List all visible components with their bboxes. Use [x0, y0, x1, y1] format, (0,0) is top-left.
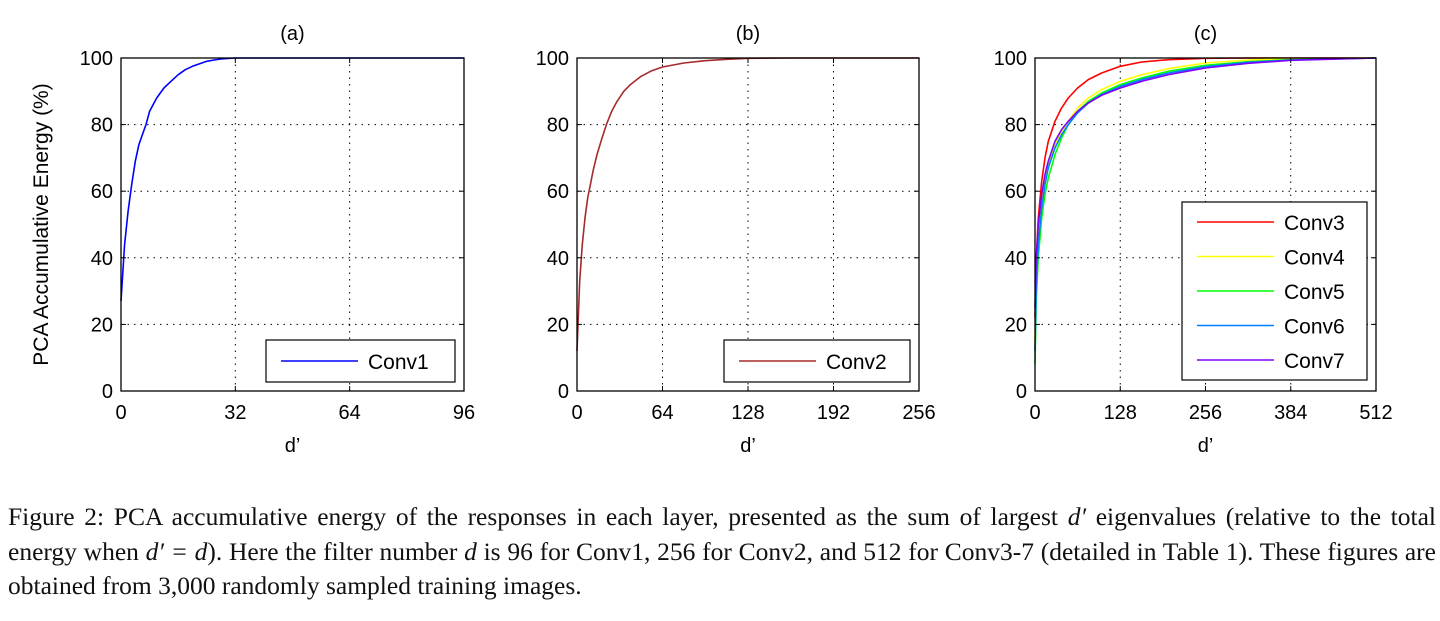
panel-b-title: (b) — [736, 23, 760, 45]
panel-c-xtick-label-0: 0 — [1029, 402, 1040, 424]
panel-c-xtick-label-1: 128 — [1104, 402, 1137, 424]
panel-b-ytick-label-3: 60 — [547, 181, 569, 203]
panel-c-ytick-label-1: 20 — [1005, 314, 1027, 336]
panel-b-xtick-label-2: 128 — [731, 402, 764, 424]
caption-math-2: d′ = d — [145, 536, 208, 566]
panel-a-xtick-label-0: 0 — [115, 402, 126, 424]
panel-a-ytick-label-1: 20 — [91, 314, 113, 336]
panel-a-plot-area — [121, 58, 464, 391]
caption-part-3: ). Here the filter number — [207, 536, 465, 566]
panel-c-series-conv7 — [1034, 57, 1377, 308]
panel-b-ytick-label-1: 20 — [547, 314, 569, 336]
panel-c-title: (c) — [1194, 23, 1217, 45]
panel-c-xlabel: d’ — [1198, 435, 1214, 457]
panel-c-legend-label-conv7: Conv7 — [1284, 350, 1345, 373]
panel-a-xtick-label-2: 64 — [339, 402, 361, 424]
panel-a-ytick-label-3: 60 — [91, 181, 113, 203]
panel-c-ytick-label-2: 40 — [1005, 248, 1027, 270]
panel-b-xtick-label-3: 192 — [817, 402, 850, 424]
panel-a-xtick-label-1: 32 — [224, 402, 246, 424]
caption-part-2: eigenvalues (relative to the total energ… — [8, 502, 1437, 566]
figure-caption: Figure 2: PCA accumulative energy of the… — [8, 500, 1436, 604]
caption-math-1: d′ — [1067, 502, 1087, 531]
panel-b-xtick-label-4: 256 — [902, 402, 935, 424]
panel-b-ytick-label-4: 80 — [547, 115, 569, 137]
caption-part-4: is 96 for Conv1, 256 for Conv2, and 512 … — [8, 536, 1436, 601]
panel-c-legend-label-conv4: Conv4 — [1284, 247, 1345, 270]
panel-a-ytick-label-5: 100 — [80, 48, 113, 70]
panel-a-ytick-label-2: 40 — [91, 248, 113, 270]
panel-a-xtick-label-3: 96 — [453, 402, 475, 424]
panel-a-legend-label-conv1: Conv1 — [368, 351, 429, 374]
panel-b-xlabel: d’ — [740, 435, 756, 457]
panel-c-ytick-label-4: 80 — [1005, 115, 1027, 137]
panel-c-ytick-label-3: 60 — [1005, 181, 1027, 203]
panel-c-xtick-label-2: 256 — [1189, 402, 1222, 424]
panel-a-series-conv1 — [120, 57, 464, 302]
panel-c-xtick-label-3: 384 — [1274, 402, 1307, 424]
panel-b-xtick-label-0: 0 — [571, 402, 582, 424]
panel-b-xtick-label-1: 64 — [651, 402, 673, 424]
panel-a-ytick-label-4: 80 — [91, 115, 113, 137]
panel-b-series-conv2 — [576, 57, 919, 352]
panel-c-legend-label-conv6: Conv6 — [1284, 316, 1345, 339]
panel-b-ytick-label-0: 0 — [558, 381, 569, 403]
panel-b-legend-label-conv2: Conv2 — [826, 351, 887, 374]
panel-c-series-conv6 — [1034, 57, 1377, 352]
panel-b-ytick-label-2: 40 — [547, 248, 569, 270]
caption-math-3: d — [464, 536, 477, 566]
panel-c-legend-label-conv5: Conv5 — [1284, 281, 1345, 304]
panel-c-legend-label-conv3: Conv3 — [1284, 212, 1345, 235]
panel-c-ytick-label-5: 100 — [994, 48, 1027, 70]
panel-a-axes-box — [120, 57, 465, 392]
panel-a-title: (a) — [280, 23, 304, 45]
caption-part-1: Figure 2: PCA accumulative energy of the… — [8, 502, 1068, 531]
panel-a-ylabel: PCA Accumulative Energy (%) — [30, 83, 53, 365]
panel-c-xtick-label-4: 512 — [1359, 402, 1392, 424]
panel-a-ytick-label-0: 0 — [102, 381, 113, 403]
panel-c-ytick-label-0: 0 — [1016, 381, 1027, 403]
panel-a-xlabel: d’ — [285, 435, 301, 457]
panel-b-plot-area — [577, 58, 919, 391]
figure-panels: 0 32 64 96 0 20 40 60 80 100 (a) d’ PCA Accumulative… — [30, 23, 1393, 457]
panel-b-ytick-label-5: 100 — [536, 48, 569, 70]
